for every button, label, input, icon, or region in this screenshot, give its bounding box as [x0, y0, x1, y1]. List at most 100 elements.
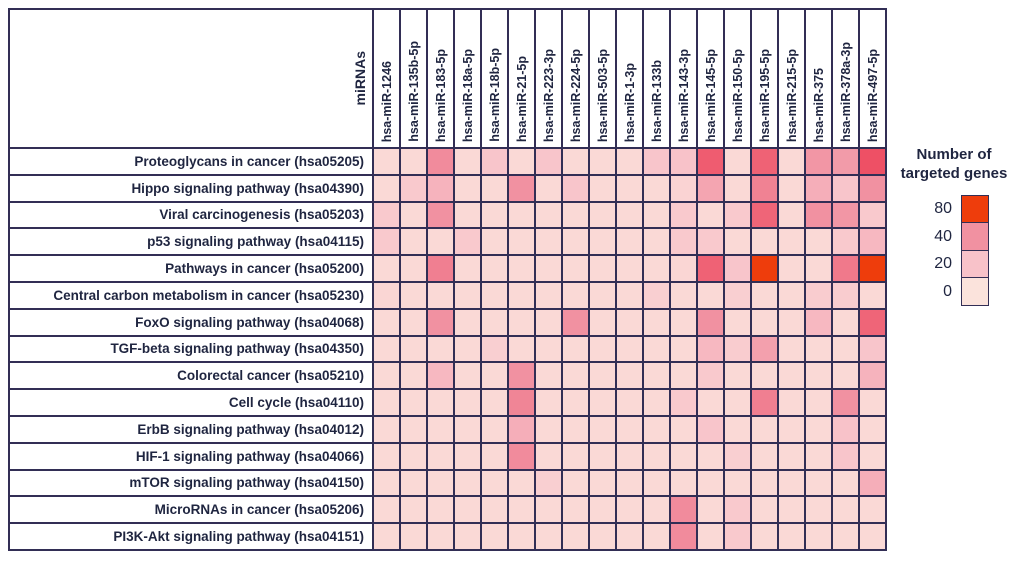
legend-entry: 0	[919, 277, 989, 306]
heatmap-cell	[401, 363, 426, 389]
heatmap-cell	[752, 202, 777, 228]
heatmap-cell	[482, 524, 507, 549]
heatmap-cell	[482, 443, 507, 469]
row-label-pathway: TGF-beta signaling pathway (hsa04350)	[10, 336, 372, 362]
heatmap-cell	[482, 470, 507, 496]
heatmap-cell	[698, 282, 723, 308]
heatmap-cell	[563, 282, 588, 308]
heatmap-cell	[401, 470, 426, 496]
heatmap-cell	[617, 282, 642, 308]
heatmap-cell	[455, 470, 480, 496]
column-header-label: hsa-miR-378a-3p	[838, 41, 853, 142]
heatmap-cell	[644, 282, 669, 308]
heatmap-cell	[806, 470, 831, 496]
heatmap-cell	[617, 175, 642, 201]
heatmap-cell	[563, 524, 588, 549]
heatmap-cell	[671, 256, 696, 281]
column-header-label: hsa-miR-145-5p	[703, 48, 718, 142]
heatmap-cell	[509, 416, 534, 442]
heatmap-cell	[833, 256, 858, 281]
heatmap-cell	[590, 309, 615, 335]
heatmap-cell	[806, 363, 831, 389]
heatmap-cell	[617, 336, 642, 362]
heatmap-cell	[563, 309, 588, 335]
heatmap-cell	[428, 416, 453, 442]
heatmap-cell	[401, 282, 426, 308]
heatmap-cell	[455, 363, 480, 389]
heatmap-cell	[428, 524, 453, 549]
heatmap-cell	[401, 256, 426, 281]
heatmap-cell	[536, 416, 561, 442]
heatmap-cell	[401, 524, 426, 549]
heatmap-cell	[860, 149, 885, 174]
heatmap-cell	[752, 524, 777, 549]
heatmap-cell	[725, 416, 750, 442]
heatmap-cell	[860, 229, 885, 255]
column-header-label: hsa-miR-135b-5p	[406, 41, 421, 142]
heatmap-cell	[725, 497, 750, 523]
heatmap-cell	[779, 443, 804, 469]
heatmap-cell	[779, 175, 804, 201]
column-header: hsa-miR-135b-5p	[401, 10, 426, 147]
legend-entry: 20	[919, 249, 989, 279]
heatmap-cell	[428, 282, 453, 308]
heatmap-cell	[698, 256, 723, 281]
heatmap-cell	[536, 202, 561, 228]
heatmap-cell	[482, 256, 507, 281]
heatmap-cell	[509, 149, 534, 174]
heatmap-cell	[509, 229, 534, 255]
column-header-label: hsa-miR-503-5p	[595, 48, 610, 142]
column-header: hsa-miR-183-5p	[428, 10, 453, 147]
heatmap-cell	[536, 282, 561, 308]
heatmap-cell	[644, 416, 669, 442]
heatmap-cell	[536, 390, 561, 415]
heatmap-cell	[428, 443, 453, 469]
column-header: hsa-miR-21-5p	[509, 10, 534, 147]
heatmap-cell	[833, 390, 858, 415]
legend-tick-label: 0	[943, 282, 952, 300]
heatmap-cell	[563, 336, 588, 362]
heatmap-cell	[725, 336, 750, 362]
heatmap-cell	[617, 202, 642, 228]
column-header-label: hsa-miR-133b	[649, 60, 664, 142]
heatmap-cell	[698, 470, 723, 496]
mirnas-axis-label: miRNAs	[352, 51, 368, 106]
heatmap-cell	[671, 390, 696, 415]
heatmap-cell	[482, 175, 507, 201]
column-header: hsa-miR-195-5p	[752, 10, 777, 147]
heatmap-cell	[536, 175, 561, 201]
heatmap-cell	[833, 282, 858, 308]
heatmap-cell	[455, 390, 480, 415]
heatmap-cell	[833, 497, 858, 523]
heatmap-cell	[698, 149, 723, 174]
heatmap-cell	[725, 229, 750, 255]
heatmap-cell	[698, 175, 723, 201]
column-header: hsa-miR-378a-3p	[833, 10, 858, 147]
legend-entry: 40	[919, 222, 989, 251]
heatmap-cell	[752, 443, 777, 469]
heatmap-cell	[806, 497, 831, 523]
legend-swatch	[961, 222, 989, 251]
heatmap-cell	[644, 256, 669, 281]
column-header-label: hsa-miR-1246	[379, 60, 394, 142]
heatmap-cell	[590, 443, 615, 469]
legend-swatch	[961, 277, 989, 306]
heatmap-cell	[536, 229, 561, 255]
heatmap-cell	[590, 470, 615, 496]
heatmap-cell	[725, 470, 750, 496]
heatmap-cell	[779, 309, 804, 335]
heatmap-cell	[671, 363, 696, 389]
heatmap-cell	[428, 390, 453, 415]
heatmap-cell	[563, 416, 588, 442]
column-header: hsa-miR-1-3p	[617, 10, 642, 147]
heatmap-cell	[698, 363, 723, 389]
heatmap-cell	[860, 524, 885, 549]
heatmap-cell	[536, 363, 561, 389]
heatmap-cell	[509, 497, 534, 523]
heatmap-cell	[752, 416, 777, 442]
heatmap-cell	[833, 363, 858, 389]
heatmap-cell	[509, 202, 534, 228]
heatmap-cell	[671, 524, 696, 549]
heatmap-cell	[617, 443, 642, 469]
